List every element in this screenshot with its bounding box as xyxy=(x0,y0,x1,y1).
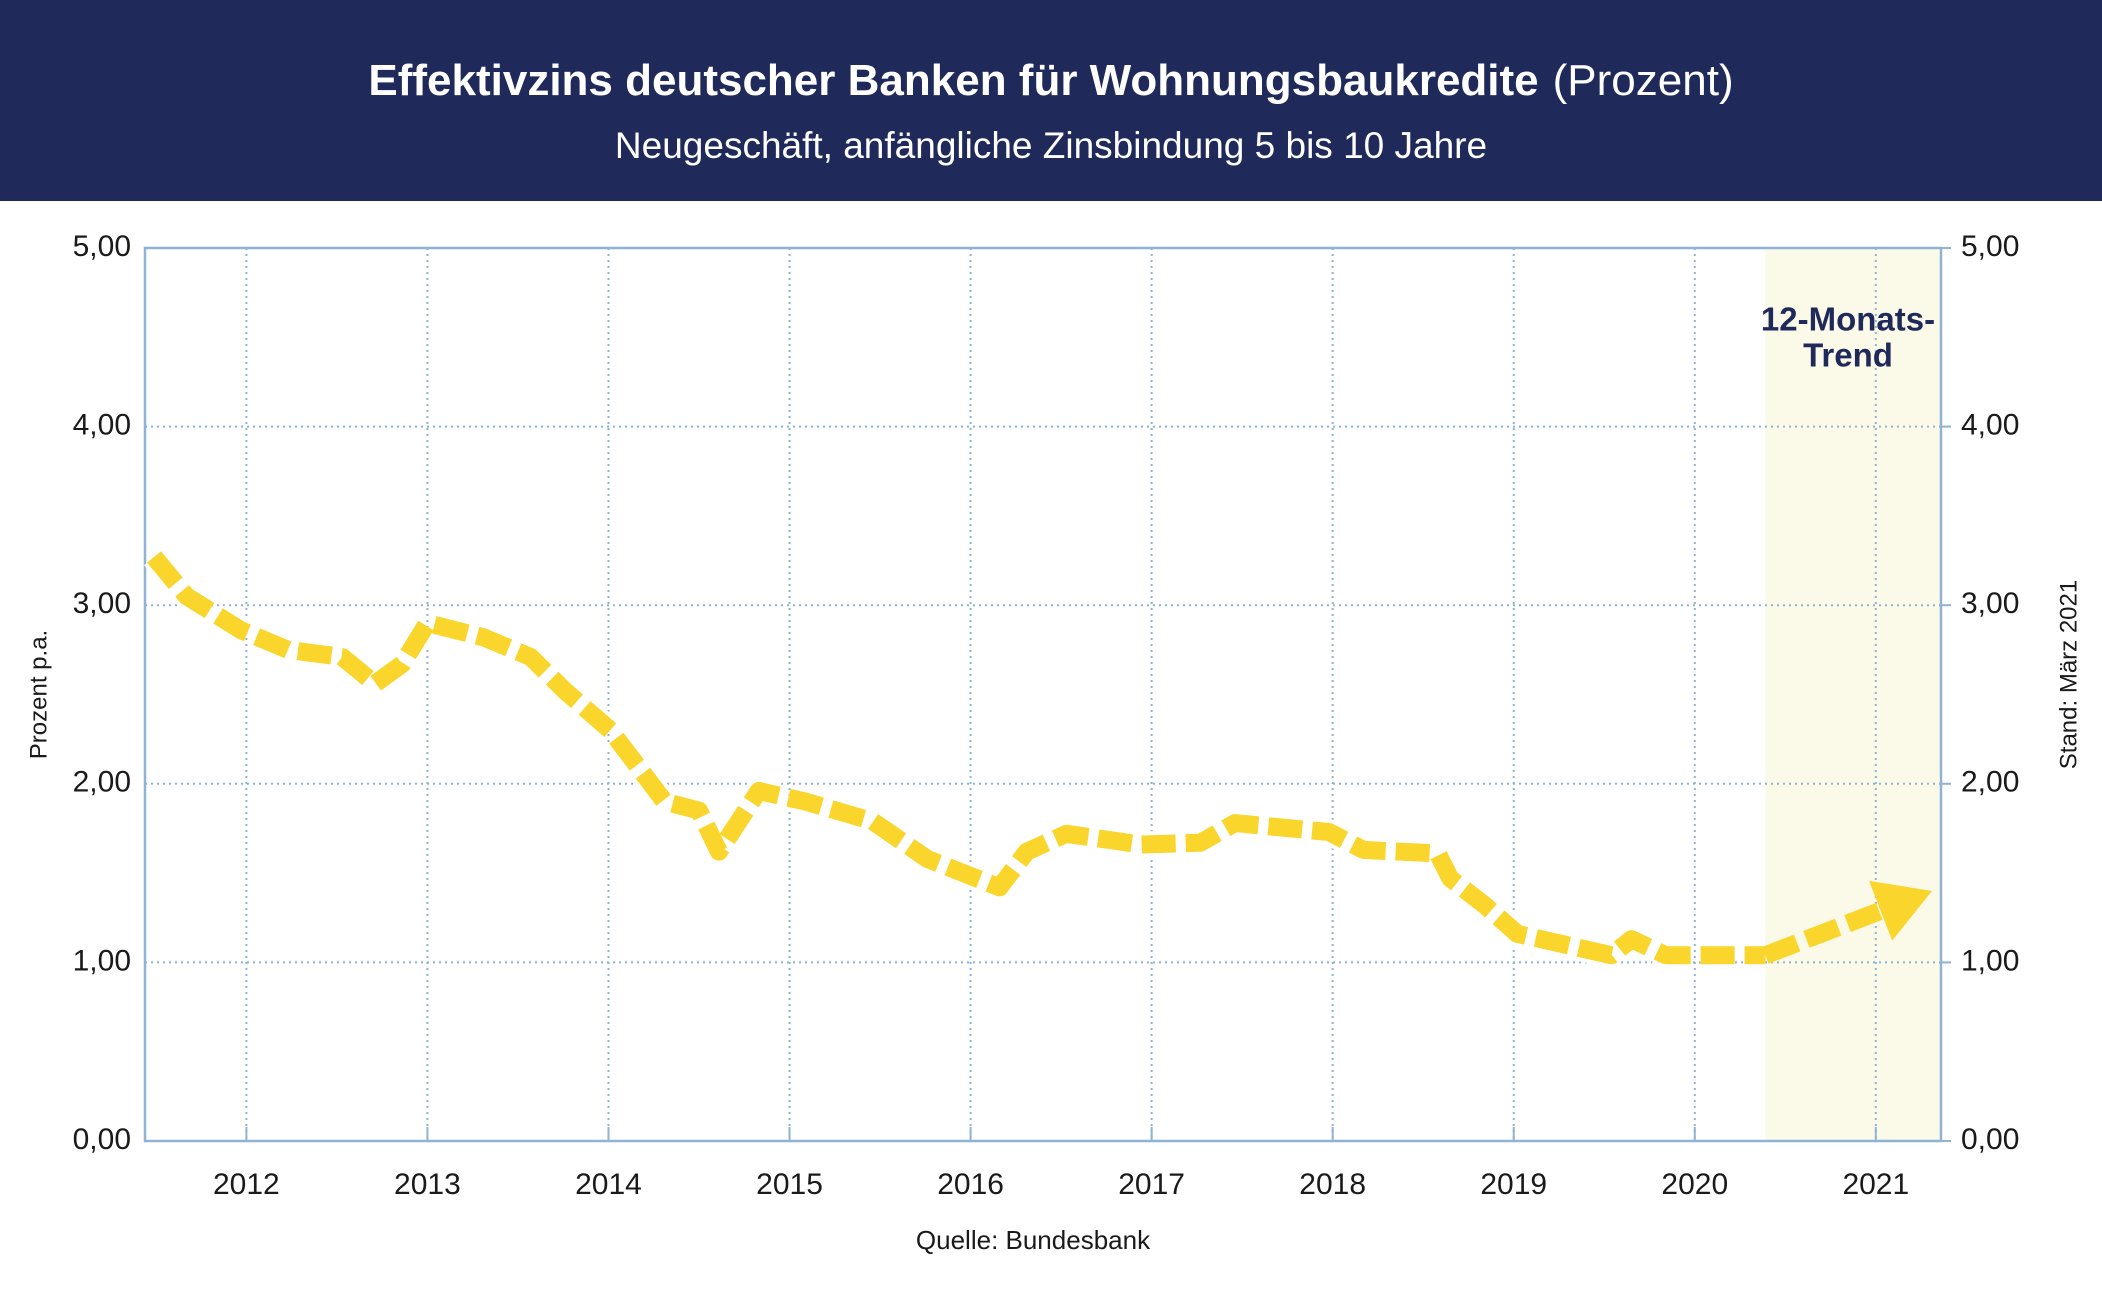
data-line xyxy=(147,551,1766,965)
y2-tick-label: 1,00 xyxy=(1961,944,2019,977)
y2-tick-label: 4,00 xyxy=(1961,409,2019,442)
y2-tick-label: 5,00 xyxy=(1961,230,2019,263)
y2-tick-label: 2,00 xyxy=(1961,766,2019,799)
x-tick-label: 2018 xyxy=(1299,1168,1366,1201)
chart-title: Effektivzins deutscher Banken für Wohnun… xyxy=(368,56,1733,105)
x-tick-label: 2021 xyxy=(1842,1168,1909,1201)
trend-shade xyxy=(1765,248,1941,1141)
y2-axis-label: Stand: März 2021 xyxy=(2055,580,2082,769)
x-tick-label: 2013 xyxy=(394,1168,461,1201)
y2-tick-label: 3,00 xyxy=(1961,587,2019,620)
y-tick-label: 5,00 xyxy=(73,230,131,263)
y-tick-label: 0,00 xyxy=(73,1123,131,1156)
data-line-shadow xyxy=(144,548,1766,969)
y-tick-label: 4,00 xyxy=(73,409,131,442)
annotation: Trend xyxy=(1803,337,1893,374)
y-tick-label: 3,00 xyxy=(73,587,131,620)
title-suffix: (Prozent) xyxy=(1553,56,1734,105)
plot-border xyxy=(143,246,1943,1143)
x-tick-label: 2020 xyxy=(1661,1168,1728,1201)
y-tick-label: 2,00 xyxy=(73,766,131,799)
x-tick-label: 2019 xyxy=(1480,1168,1547,1201)
x-tick-label: 2017 xyxy=(1118,1168,1185,1201)
y2-tick-label: 0,00 xyxy=(1961,1123,2019,1156)
source: Quelle: Bundesbank xyxy=(916,1225,1151,1255)
y-tick-label: 1,00 xyxy=(73,944,131,977)
y-axis-label: Prozent p.a. xyxy=(25,630,52,759)
annotation: 12-Monats- xyxy=(1761,301,1935,338)
trend-line xyxy=(1762,902,1884,964)
x-tick-label: 2015 xyxy=(756,1168,823,1201)
chart-subtitle: Neugeschäft, anfängliche Zinsbindung 5 b… xyxy=(615,125,1487,166)
header-band xyxy=(0,0,2102,201)
x-tick-label: 2016 xyxy=(937,1168,1004,1201)
x-tick-label: 2012 xyxy=(213,1168,280,1201)
title-main: Effektivzins deutscher Banken für Wohnun… xyxy=(368,56,1538,105)
x-tick-label: 2014 xyxy=(575,1168,642,1201)
trend-arrowhead xyxy=(1869,880,1932,941)
